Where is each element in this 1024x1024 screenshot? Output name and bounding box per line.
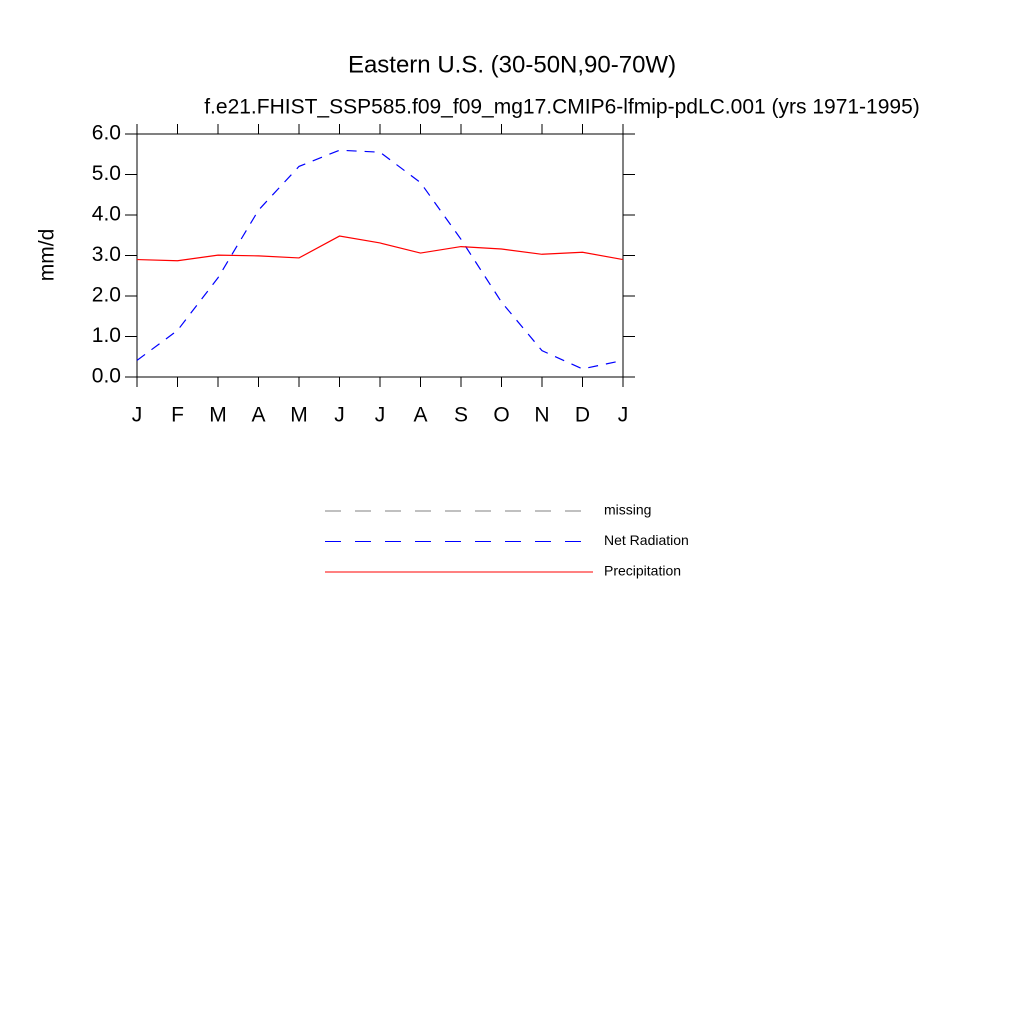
series-line: [136, 149, 624, 370]
series-line: [136, 235, 624, 262]
x-tick-label: M: [209, 404, 227, 427]
legend-label: Precipitation: [604, 563, 681, 579]
x-tick-label: J: [132, 404, 143, 427]
y-tick-label: 2.0: [92, 284, 121, 307]
chart-title: Eastern U.S. (30-50N,90-70W): [348, 51, 676, 78]
y-tick-label: 4.0: [92, 203, 121, 226]
y-tick-label: 0.0: [92, 365, 121, 388]
plot-frame: [136, 133, 624, 378]
chart-subtitle: f.e21.FHIST_SSP585.f09_f09_mg17.CMIP6-lf…: [204, 96, 920, 119]
x-tick-label: S: [454, 404, 468, 427]
y-tick-label: 5.0: [92, 162, 121, 185]
y-axis-label: mm/d: [36, 229, 59, 282]
x-tick-label: A: [251, 404, 265, 427]
legend-label: missing: [604, 502, 651, 518]
x-tick-label: D: [575, 404, 590, 427]
y-tick-label: 6.0: [92, 122, 121, 145]
x-tick-label: J: [375, 404, 386, 427]
x-tick-label: J: [334, 404, 345, 427]
y-tick-label: 3.0: [92, 243, 121, 266]
y-tick-label: 1.0: [92, 324, 121, 347]
x-tick-label: J: [618, 404, 629, 427]
x-tick-label: A: [413, 404, 427, 427]
x-tick-label: N: [534, 404, 549, 427]
x-tick-label: O: [493, 404, 509, 427]
x-tick-label: F: [171, 404, 184, 427]
x-tick-label: M: [290, 404, 308, 427]
legend-label: Net Radiation: [604, 532, 689, 548]
